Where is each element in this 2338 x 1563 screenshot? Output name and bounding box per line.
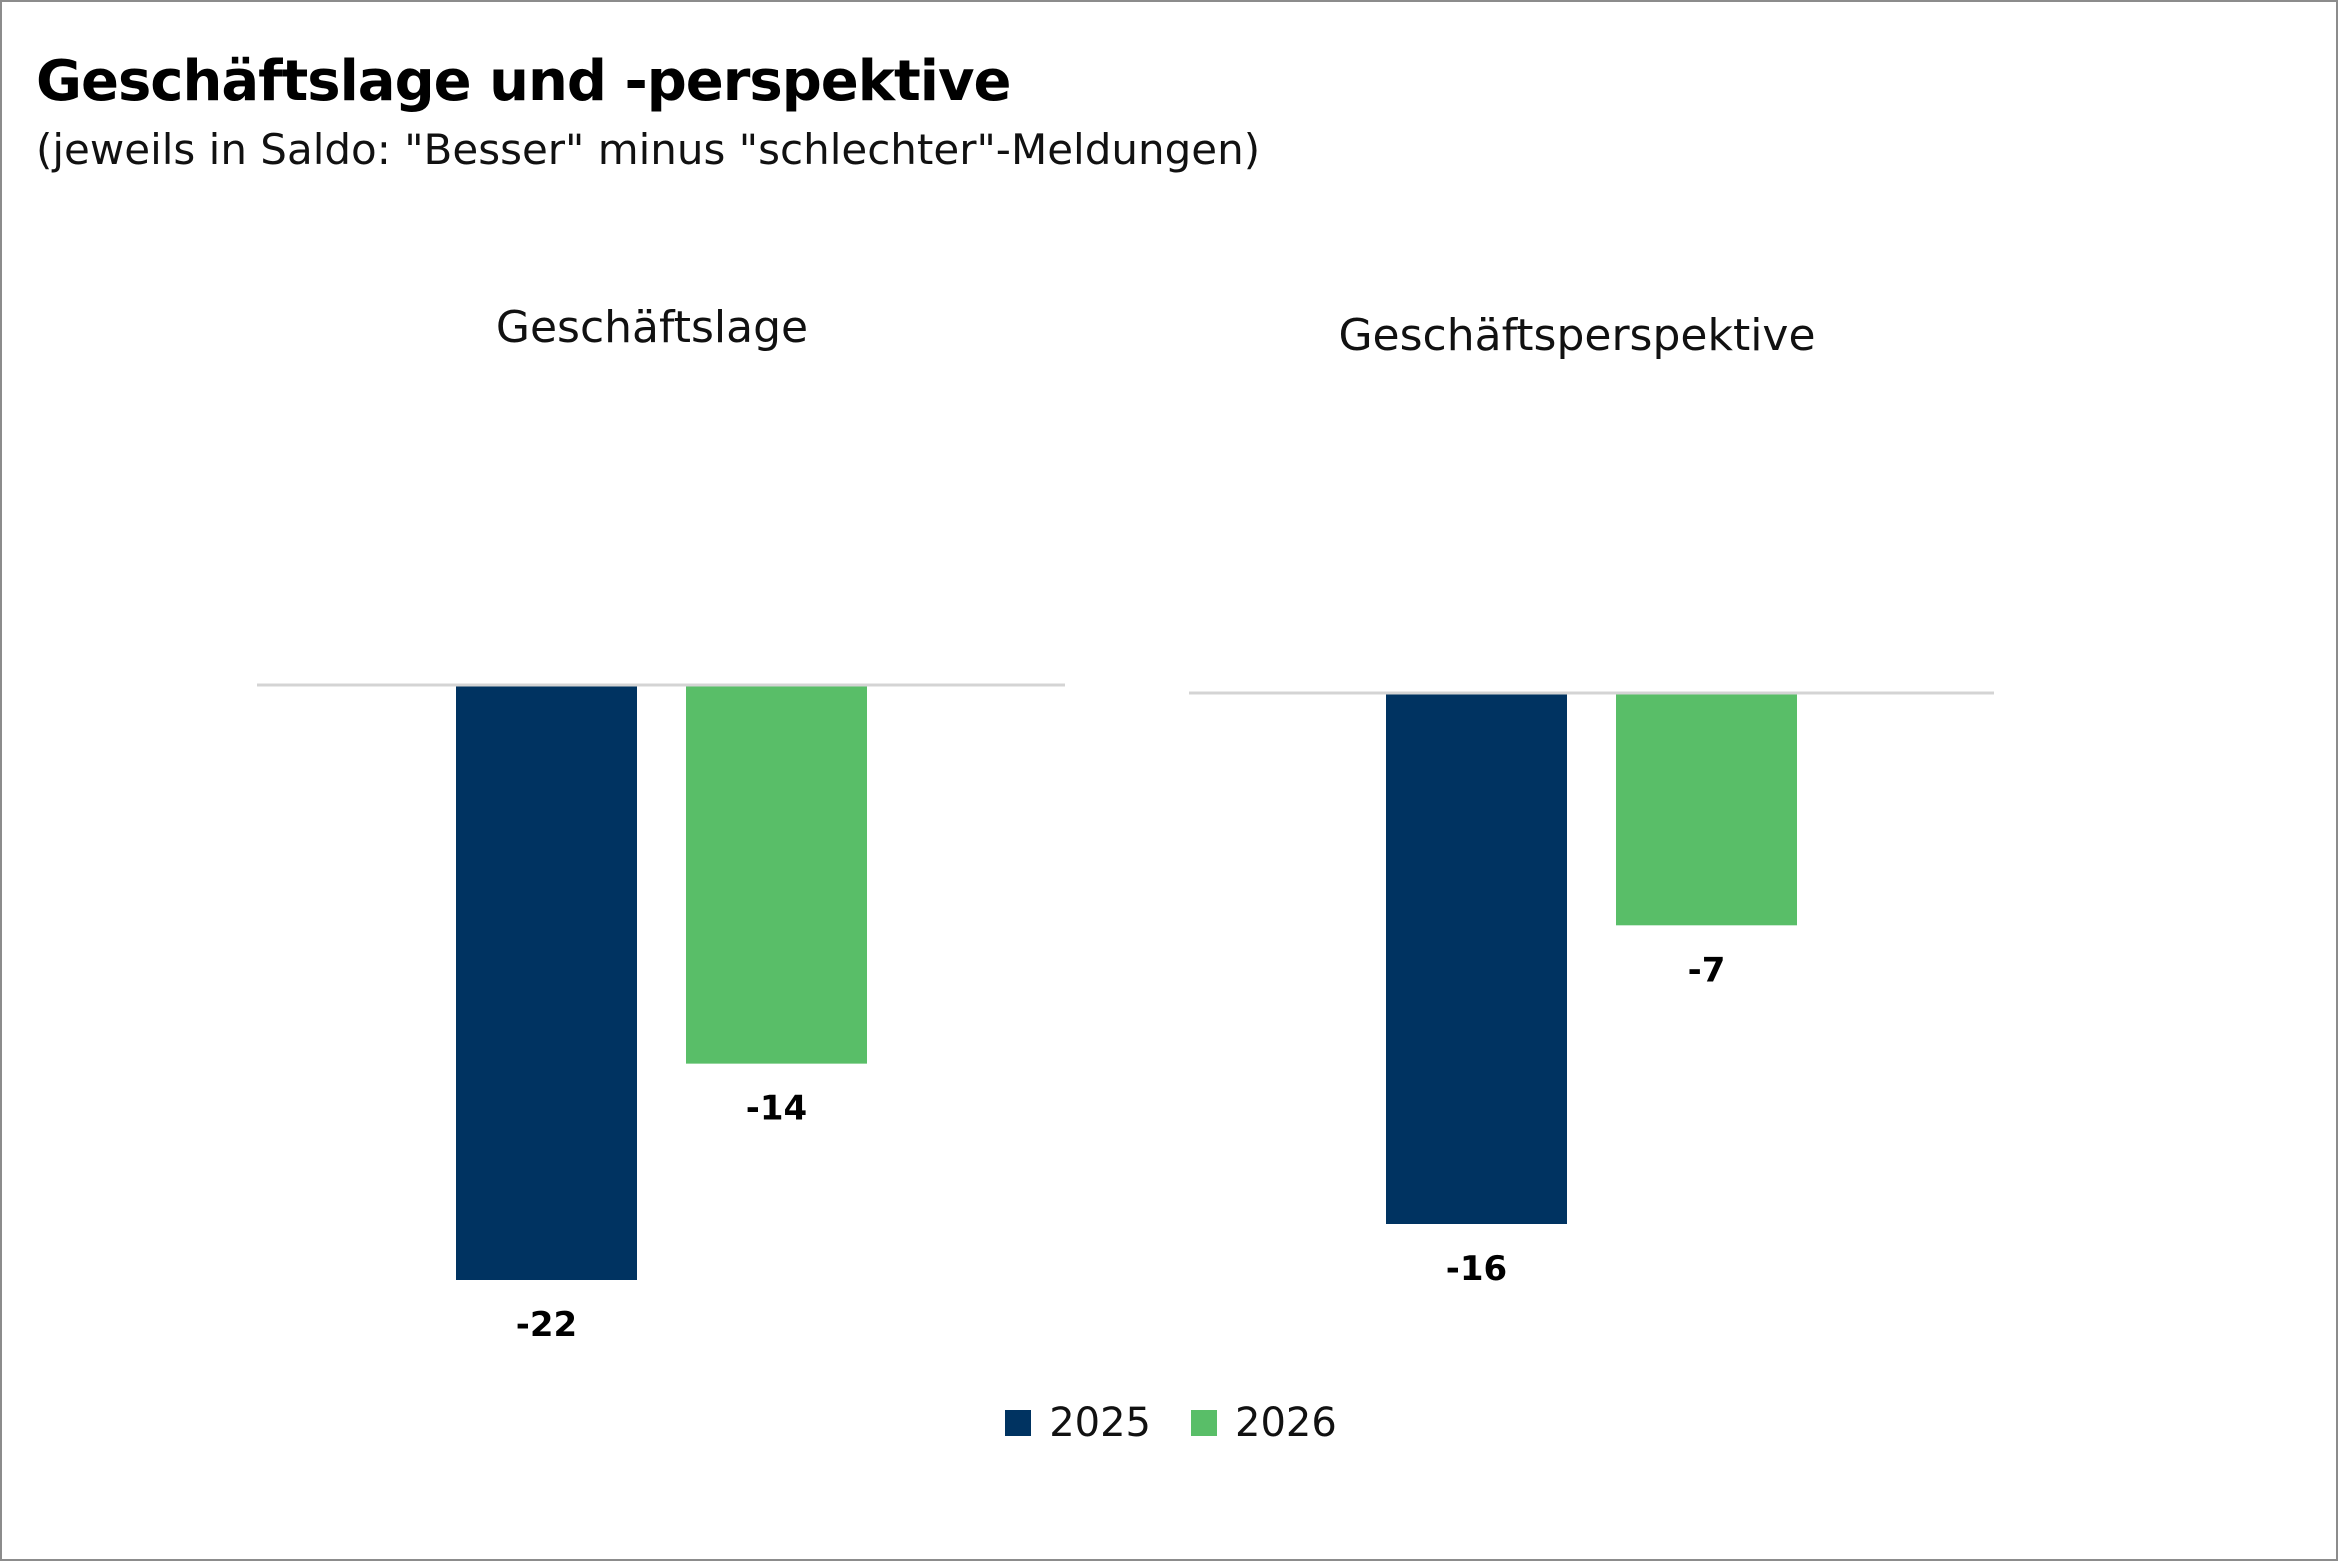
panel-title-1: Geschäftslage [496,302,808,353]
bar-2-2025 [1386,693,1567,1224]
value-label-2-2025: -16 [1446,1249,1507,1289]
bar-2-2026 [1616,693,1797,926]
value-label-2-2026: -7 [1688,950,1726,990]
value-label-1-2025: -22 [516,1305,577,1345]
bar-1-2025 [456,685,637,1280]
chart-subtitle: (jeweils in Saldo: "Besser" minus "schle… [36,125,1261,174]
bar-1-2026 [686,685,867,1064]
legend-item-2025: 2025 [1005,1400,1151,1446]
legend-swatch-2025 [1005,1410,1032,1436]
value-label-1-2026: -14 [746,1089,807,1129]
panel-title-2: Geschäftsperspektive [1338,310,1815,361]
legend-item-2026: 2026 [1191,1400,1337,1446]
chart-title: Geschäftslage und -perspektive [36,49,1011,114]
legend-swatch-2026 [1191,1410,1217,1436]
legend-label-2025: 2025 [1049,1400,1151,1446]
legend-label-2026: 2026 [1235,1400,1337,1446]
legend: 2025 2026 [2,1400,2338,1446]
